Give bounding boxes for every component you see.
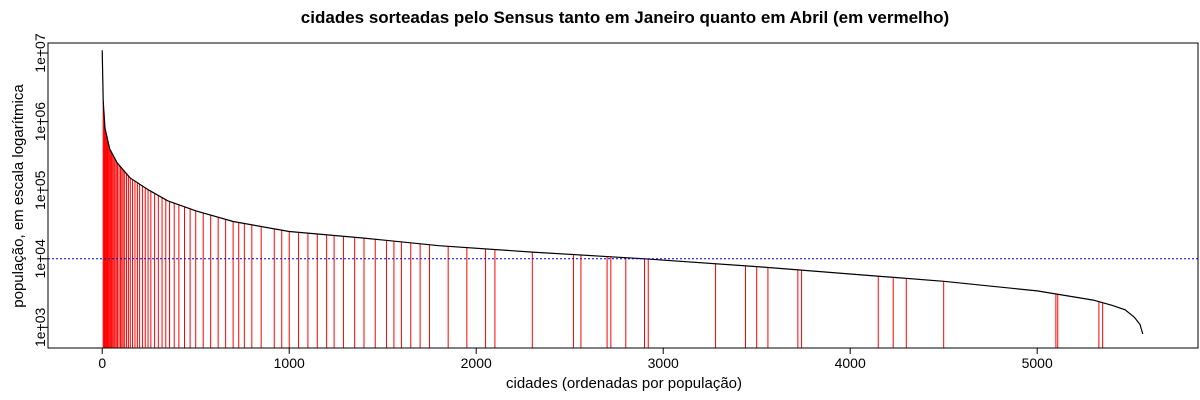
x-tick-label: 0: [98, 355, 106, 371]
plot-frame: [47, 42, 1199, 349]
x-axis: 0 1000 2000 3000 4000 5000: [98, 348, 1053, 371]
x-tick-label: 5000: [1022, 355, 1053, 371]
y-tick-label: 1e+05: [32, 170, 48, 210]
x-tick-label: 1000: [274, 355, 305, 371]
y-tick-label: 1e+04: [32, 239, 48, 279]
x-tick-label: 4000: [835, 355, 866, 371]
y-tick-label: 1e+07: [32, 33, 48, 73]
y-axis: 1e+03 1e+04 1e+05 1e+06 1e+07: [32, 33, 48, 347]
x-axis-label: cidades (ordenadas por população): [506, 375, 742, 392]
population-curve: [101, 50, 1144, 335]
chart-title: cidades sorteadas pelo Sensus tanto em J…: [300, 8, 950, 27]
x-tick-label: 3000: [648, 355, 679, 371]
highlighted-city-bars: [102, 100, 1104, 348]
y-axis-label: população, em escala logarítmica: [10, 84, 27, 308]
y-tick-label: 1e+03: [32, 307, 48, 347]
x-tick-label: 2000: [461, 355, 492, 371]
y-tick-label: 1e+06: [32, 102, 48, 142]
